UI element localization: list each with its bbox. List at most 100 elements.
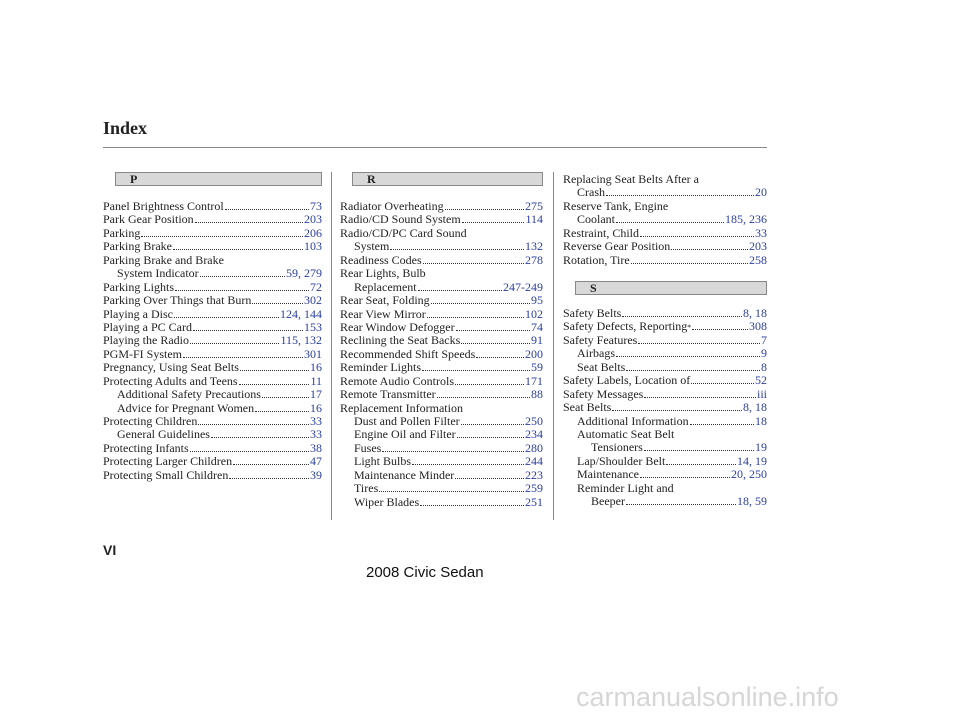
page-ref[interactable]: 223 [525, 467, 543, 482]
page-ref[interactable]: 38 [310, 440, 322, 455]
index-entry: Protecting Adults and Teens 11 [103, 373, 322, 388]
page-ref[interactable]: 308 [749, 319, 767, 334]
entry-text: Advice for Pregnant Women [117, 400, 255, 415]
page-ref[interactable]: 33 [310, 414, 322, 428]
page-ref[interactable]: 59, 279 [286, 266, 322, 281]
page-ref[interactable]: 7 [761, 332, 767, 347]
page-ref[interactable]: 59 [531, 360, 543, 375]
page-ref[interactable]: 88 [531, 387, 543, 402]
page-ref[interactable]: 132 [525, 239, 543, 254]
page-ref[interactable]: 20 [755, 185, 767, 200]
dot-leader [640, 235, 754, 237]
dot-leader [638, 342, 760, 344]
page-ref[interactable]: 52 [755, 373, 767, 388]
page-ref[interactable]: 8, 18 [743, 400, 767, 415]
page-ref[interactable]: 124, 144 [280, 306, 322, 321]
page-ref[interactable]: 16 [310, 360, 322, 375]
index-entry: Safety Defects, Reporting * 308 [563, 319, 767, 334]
page-ref[interactable]: 251 [525, 494, 543, 509]
page-ref[interactable]: 275 [525, 199, 543, 213]
entry-text: Safety Defects, Reporting [563, 319, 688, 334]
dot-leader [210, 437, 309, 439]
index-entry: Safety Messages iii [563, 386, 767, 401]
page-ref[interactable]: 185, 236 [725, 212, 767, 227]
page-ref[interactable]: 8 [761, 359, 767, 374]
page-ref[interactable]: 8, 18 [743, 306, 767, 320]
dot-leader [238, 383, 310, 385]
page-ref[interactable]: 259 [525, 481, 543, 496]
page-ref[interactable]: 103 [304, 239, 322, 254]
dot-leader [382, 450, 524, 452]
page-ref[interactable]: 153 [304, 319, 322, 334]
dot-leader [626, 369, 760, 371]
entry-text: Additional Safety Precautions [117, 387, 261, 402]
page-ref[interactable]: 9 [761, 346, 767, 361]
index-entry: Crash 20 [563, 185, 767, 200]
page-ref[interactable]: 18 [755, 413, 767, 428]
index-entry: Fuses 280 [340, 440, 543, 455]
column-separator [553, 172, 554, 520]
page-ref[interactable]: 95 [531, 293, 543, 308]
index-entry: Reclining the Seat Backs 91 [340, 333, 543, 348]
entry-text: Panel Brightness Control [103, 199, 224, 213]
index-entry: Protecting Small Children 39 [103, 467, 322, 482]
index-entry: Maintenance 20, 250 [563, 467, 767, 482]
dot-leader [460, 424, 524, 425]
page-ref[interactable]: 39 [310, 467, 322, 482]
entry-text: Park Gear Position [103, 212, 194, 227]
index-entry: Pregnancy, Using Seat Belts 16 [103, 360, 322, 375]
page-ref[interactable]: 16 [310, 400, 322, 415]
page-ref[interactable]: 234 [525, 427, 543, 442]
page-ref[interactable]: 301 [304, 346, 322, 361]
page-ref[interactable]: 14, 19 [737, 453, 767, 468]
page-ref[interactable]: iii [756, 386, 767, 401]
page-ref[interactable]: 72 [310, 279, 322, 294]
page-ref[interactable]: 18, 59 [737, 494, 767, 509]
page-ref[interactable]: 102 [525, 306, 543, 321]
entry-text: Remote Audio Controls [340, 373, 454, 388]
page-ref[interactable]: 33 [310, 427, 322, 442]
page-ref[interactable]: 19 [755, 440, 767, 455]
page-ref[interactable]: 47 [310, 454, 322, 469]
page-ref[interactable]: 74 [531, 319, 543, 334]
page-ref[interactable]: 206 [304, 225, 322, 240]
index-entry: Parking Brake 103 [103, 239, 322, 254]
entry-text: Protecting Larger Children [103, 454, 233, 469]
page-ref[interactable]: 114 [525, 212, 543, 227]
page-ref[interactable]: 171 [525, 373, 543, 388]
page-ref[interactable]: 250 [525, 414, 543, 428]
page-ref[interactable]: 20, 250 [731, 467, 767, 482]
entry-text: Protecting Infants [103, 440, 189, 455]
index-entry: Playing a Disc 124, 144 [103, 306, 322, 321]
page-ref[interactable]: 115, 132 [280, 333, 322, 348]
entry-text: Tires [354, 481, 379, 496]
page-ref[interactable]: 203 [304, 212, 322, 227]
page-ref[interactable]: 280 [525, 440, 543, 455]
entry-text: Seat Belts [563, 400, 612, 415]
entry-text: Reminder Lights [340, 360, 421, 375]
page-ref[interactable]: 17 [310, 387, 322, 402]
page-ref[interactable]: 11 [310, 373, 322, 388]
index-entry: Protecting Infants 38 [103, 440, 322, 455]
entry-text: Rear View Mirror [340, 306, 426, 321]
page-ref[interactable]: 258 [749, 252, 767, 267]
page-ref[interactable]: 91 [531, 333, 543, 348]
entry-text: Playing a Disc [103, 306, 173, 321]
index-entry: Parking Over Things that Burn 302 [103, 293, 322, 308]
index-entry: Rear View Mirror 102 [340, 306, 543, 321]
entry-text: Playing the Radio [103, 333, 189, 348]
page-ref[interactable]: 200 [525, 346, 543, 361]
entry-text: Parking Brake and Brake [103, 252, 224, 267]
index-entry: Playing the Radio 115, 132 [103, 333, 322, 348]
page-ref[interactable]: 244 [525, 454, 543, 469]
page-ref[interactable]: 203 [749, 239, 767, 254]
page-ref[interactable]: 33 [755, 225, 767, 240]
dot-leader [141, 235, 303, 237]
dot-leader [461, 343, 530, 345]
page-ref[interactable]: 278 [525, 252, 543, 267]
page-ref[interactable]: 247-249 [503, 279, 543, 294]
page-ref[interactable]: 302 [304, 293, 322, 308]
entry-text: Pregnancy, Using Seat Belts [103, 360, 239, 375]
page-ref[interactable]: 73 [310, 199, 322, 213]
entry-text: Parking Lights [103, 279, 174, 294]
